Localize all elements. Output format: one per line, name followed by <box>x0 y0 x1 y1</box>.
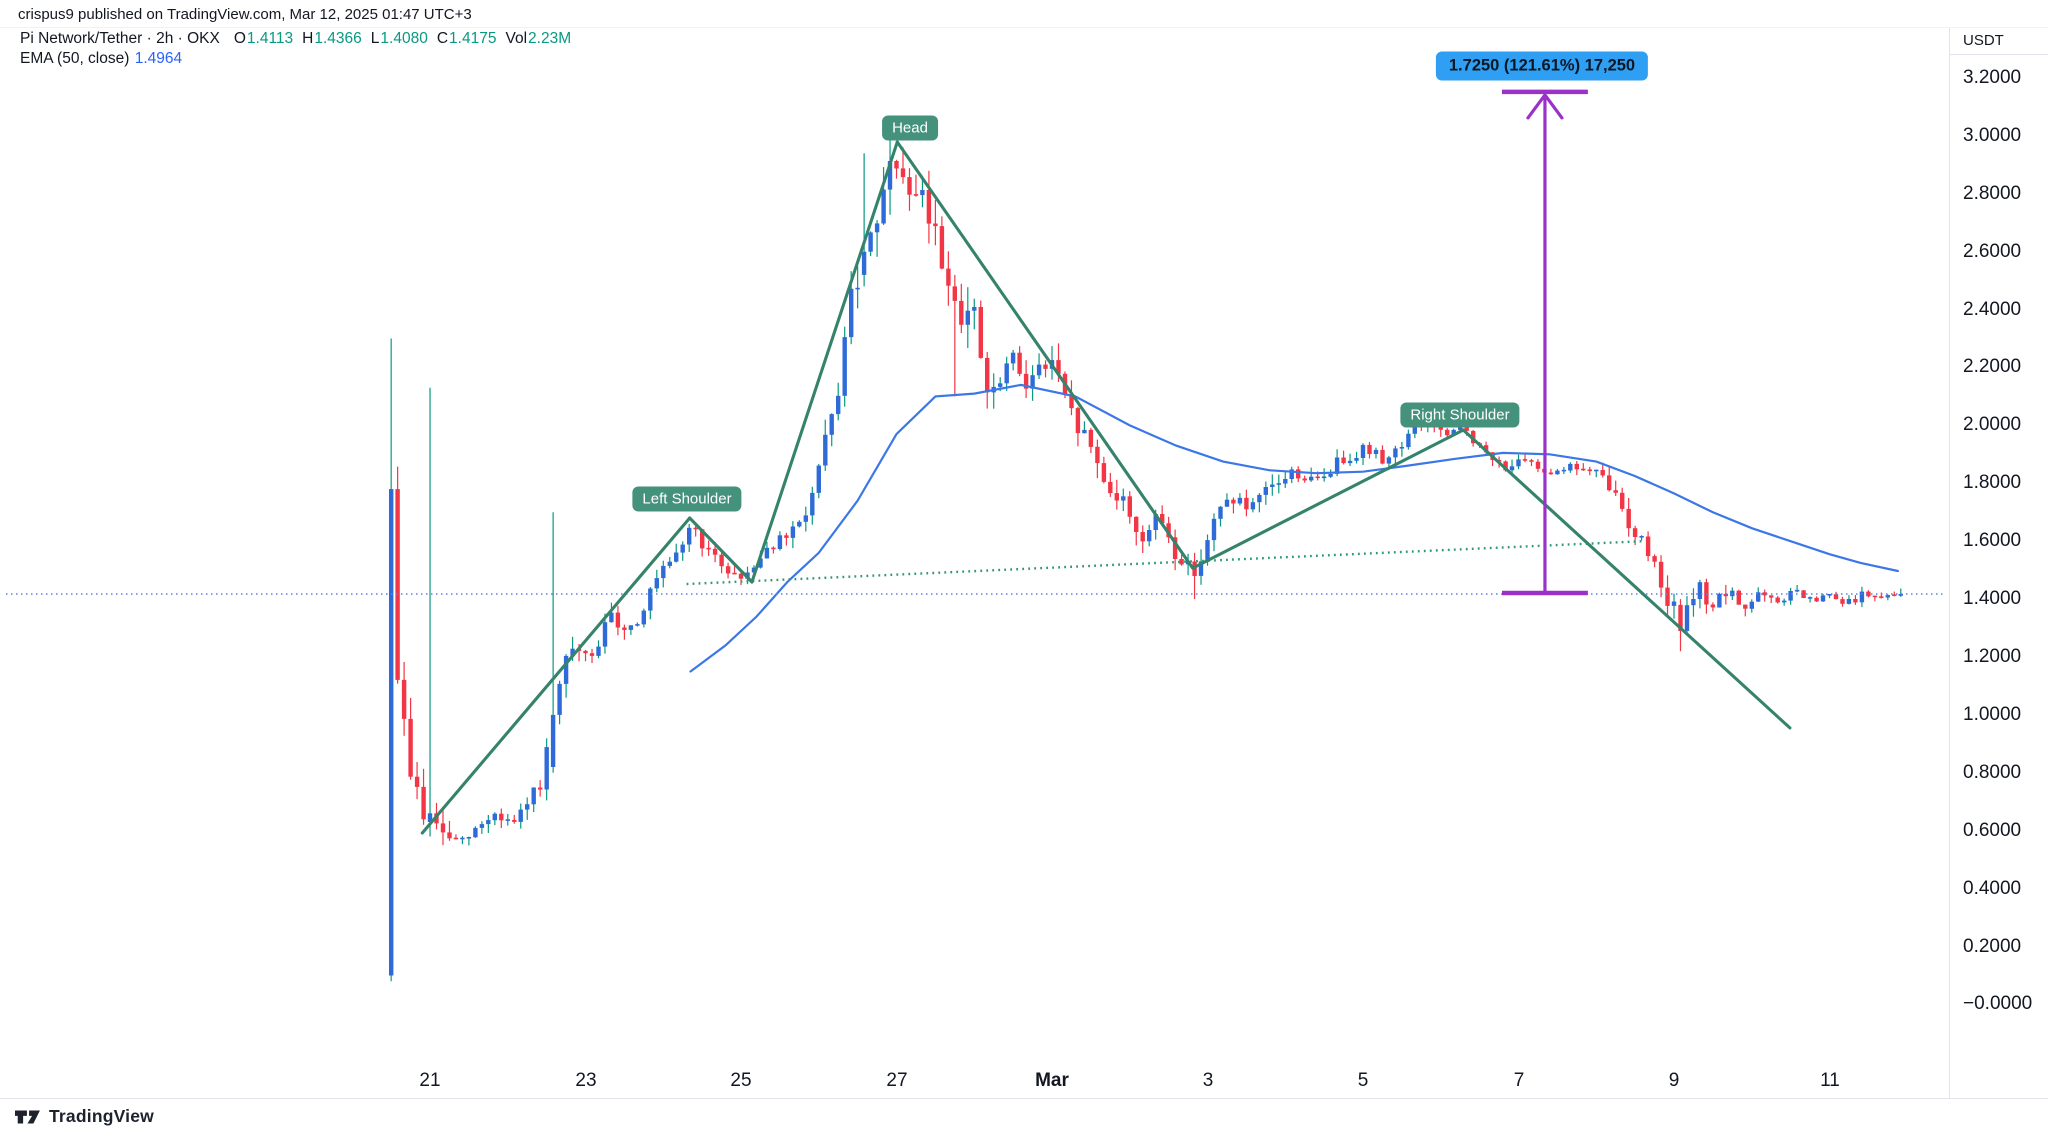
symbol-title: Pi Network/Tether · 2h · OKX <box>20 30 220 47</box>
ohlc-values: O1.4113 H1.4366 L1.4080 C1.4175 <box>220 30 497 47</box>
price-tick-2: 2.0000 <box>1963 414 2022 436</box>
tradingview-logo-icon[interactable] <box>15 1108 41 1126</box>
time-tick-27: 27 <box>886 1070 908 1091</box>
trendline-1 <box>420 516 692 835</box>
trendline-3 <box>750 140 899 584</box>
time-axis-divider <box>0 1098 2048 1099</box>
time-tick-25: 25 <box>730 1070 752 1091</box>
candlesticks <box>389 140 1903 982</box>
ema-line <box>689 383 1899 673</box>
ohlc-label-C: C <box>436 30 449 47</box>
ema-value: 1.4964 <box>134 50 183 67</box>
price-tick-2.4: 2.4000 <box>1963 298 2022 320</box>
time-tick-21: 21 <box>419 1070 441 1091</box>
time-tick-3: 3 <box>1202 1070 1214 1091</box>
symbol-legend-row[interactable]: Pi Network/Tether · 2h · OKX O1.4113 H1.43… <box>20 29 571 49</box>
price-tick-2.8: 2.8000 <box>1963 182 2022 204</box>
price-tick-2.6: 2.6000 <box>1963 240 2022 262</box>
time-tick-23: 23 <box>575 1070 597 1091</box>
trendline-2 <box>688 516 754 584</box>
time-tick-9: 9 <box>1668 1070 1680 1091</box>
time-tick-Mar: Mar <box>1035 1070 1069 1091</box>
ohlc-label-H: H <box>302 30 314 47</box>
trendline-6 <box>1461 428 1792 730</box>
ohlc-label-O: O <box>233 30 246 47</box>
left-shoulder-label[interactable]: Left Shoulder <box>632 486 742 512</box>
trendline-4 <box>895 140 1195 570</box>
volume-value: 2.23M <box>528 30 572 47</box>
price-tick-0.6: 0.6000 <box>1963 819 2022 841</box>
ohlc-label-L: L <box>370 30 380 47</box>
time-tick-7: 7 <box>1513 1070 1525 1091</box>
price-tick-3.2: 3.2000 <box>1963 66 2022 88</box>
footer: TradingView <box>15 1106 154 1127</box>
time-tick-5: 5 <box>1357 1070 1369 1091</box>
price-tick-1: 1.0000 <box>1963 703 2022 725</box>
ohlc-value-H: 1.4366 <box>314 30 362 47</box>
measure-arrow-head <box>1526 92 1564 120</box>
price-tick-1.8: 1.8000 <box>1963 472 2022 494</box>
neckline <box>686 540 1643 586</box>
tradingview-logo-text[interactable]: TradingView <box>49 1106 154 1126</box>
attribution-text: crispus9 published on TradingView.com, M… <box>18 6 472 23</box>
right-shoulder-label[interactable]: Right Shoulder <box>1400 402 1520 428</box>
volume-label: Vol <box>505 30 528 47</box>
header-divider <box>0 27 2048 28</box>
head-label[interactable]: Head <box>882 115 938 141</box>
price-tick-3: 3.0000 <box>1963 124 2022 146</box>
time-tick-11: 11 <box>1820 1070 1840 1091</box>
ohlc-value-O: 1.4113 <box>246 30 294 47</box>
price-axis-currency: USDT <box>1950 28 2048 55</box>
price-tick-1.6: 1.6000 <box>1963 530 2022 552</box>
price-tick-0: −0.0000 <box>1963 993 2033 1015</box>
time-axis[interactable]: 21 23 25 27 Mar 3 5 7 9 11 <box>0 1066 1948 1098</box>
price-tick-0.8: 0.8000 <box>1963 761 2022 783</box>
price-tick-1.2: 1.2000 <box>1963 646 2022 667</box>
price-tick-2.2: 2.2000 <box>1963 356 2022 378</box>
price-tick-0.2: 0.2000 <box>1963 935 2022 957</box>
trendline-5 <box>1191 428 1465 570</box>
ema-label: EMA (50, close) <box>20 50 130 67</box>
price-tick-1.4: 1.4000 <box>1963 588 2022 610</box>
measure-tool-label[interactable]: 1.7250 (121.61%) 17,250 <box>1435 51 1649 81</box>
chart-legend[interactable]: Pi Network/Tether · 2h · OKX O1.4113 H1.43… <box>20 29 571 69</box>
price-axis[interactable]: USDT 3.2000 3.0000 2.8000 2.6000 2.4000 2.200… <box>1949 28 2048 1098</box>
price-tick-0.4: 0.4000 <box>1963 877 2022 899</box>
ema-legend-row[interactable]: EMA (50, close) 1.4964 <box>20 49 571 69</box>
ohlc-value-C: 1.4175 <box>449 30 497 47</box>
ohlc-value-L: 1.4080 <box>380 30 428 47</box>
